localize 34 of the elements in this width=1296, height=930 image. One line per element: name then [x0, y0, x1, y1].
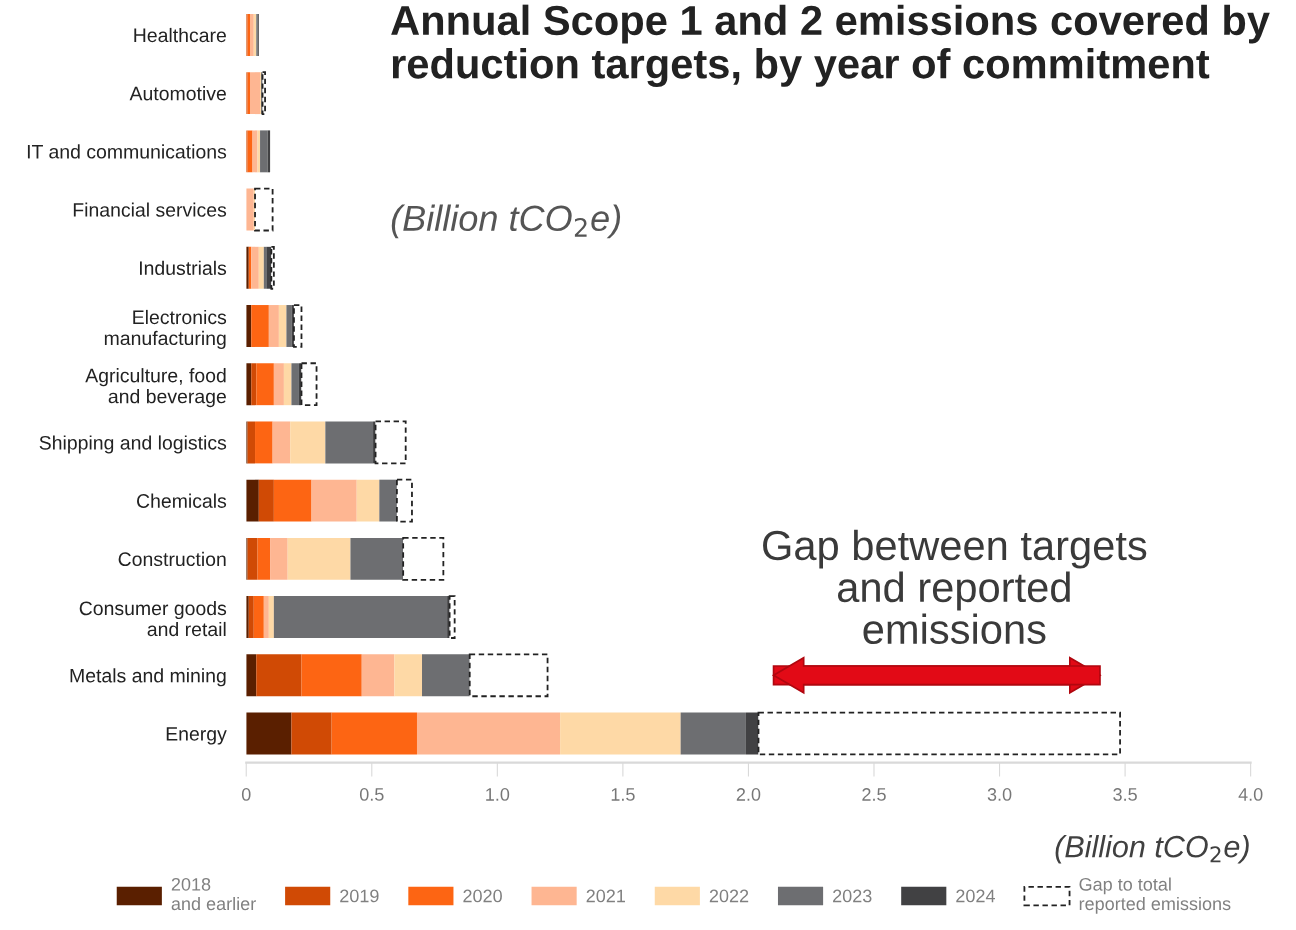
- x-tick-label: 0.5: [359, 788, 384, 801]
- y-tick-label: Financial services: [73, 202, 227, 217]
- legend-label: 2020: [463, 889, 502, 903]
- x-tick-label: 3.5: [1113, 788, 1137, 801]
- x-tick-label: 1.0: [486, 788, 510, 801]
- y-tick-label: Industrials: [139, 260, 227, 276]
- x-tick-label: 1.5: [611, 788, 635, 801]
- text: (Billion tCO$_{2}$e): [391, 204, 621, 239]
- y-tick-label: Construction: [118, 551, 226, 567]
- x-tick-label: 0: [241, 788, 251, 801]
- y-tick-label: IT and communications: [27, 144, 227, 159]
- y-tick-label: Electronics manufacturing: [104, 309, 227, 349]
- x-tick-label: 2.0: [736, 788, 761, 801]
- y-tick-label: Chemicals: [137, 493, 227, 508]
- y-tick-label: Automotive: [129, 86, 226, 101]
- y-tick-label: Consumer goods and retail: [79, 600, 227, 637]
- y-tick-label: Healthcare: [134, 27, 226, 43]
- legend-label: 2019: [340, 889, 379, 903]
- annotation: Gap between targets and reported emissions: [763, 529, 1147, 645]
- legend-label: 2022: [709, 889, 749, 903]
- y-tick-label: Energy: [166, 727, 227, 745]
- legend-label: Gap to total reported emissions: [1079, 877, 1231, 914]
- legend-label: 2018 and earlier: [171, 877, 256, 911]
- y-tick-label: Metals and mining: [70, 668, 226, 687]
- y-tick-label: Shipping and logistics: [39, 435, 227, 454]
- legend-label: 2024: [956, 889, 995, 903]
- y-tick-label: Agriculture, food and beverage: [85, 368, 226, 408]
- chart-title: Annual Scope 1 and 2 emissions covered by reduction targets, by year of commitment: [391, 4, 1270, 88]
- x-tick-label: 2.5: [862, 788, 886, 801]
- legend-label: 2021: [586, 889, 625, 903]
- x-tick-label: 4.0: [1238, 788, 1263, 801]
- x-axis-title: (Billion tCO$_{2}$e): [1055, 835, 1249, 864]
- legend-label: 2023: [833, 889, 872, 903]
- x-tick-label: 3.0: [987, 788, 1012, 801]
